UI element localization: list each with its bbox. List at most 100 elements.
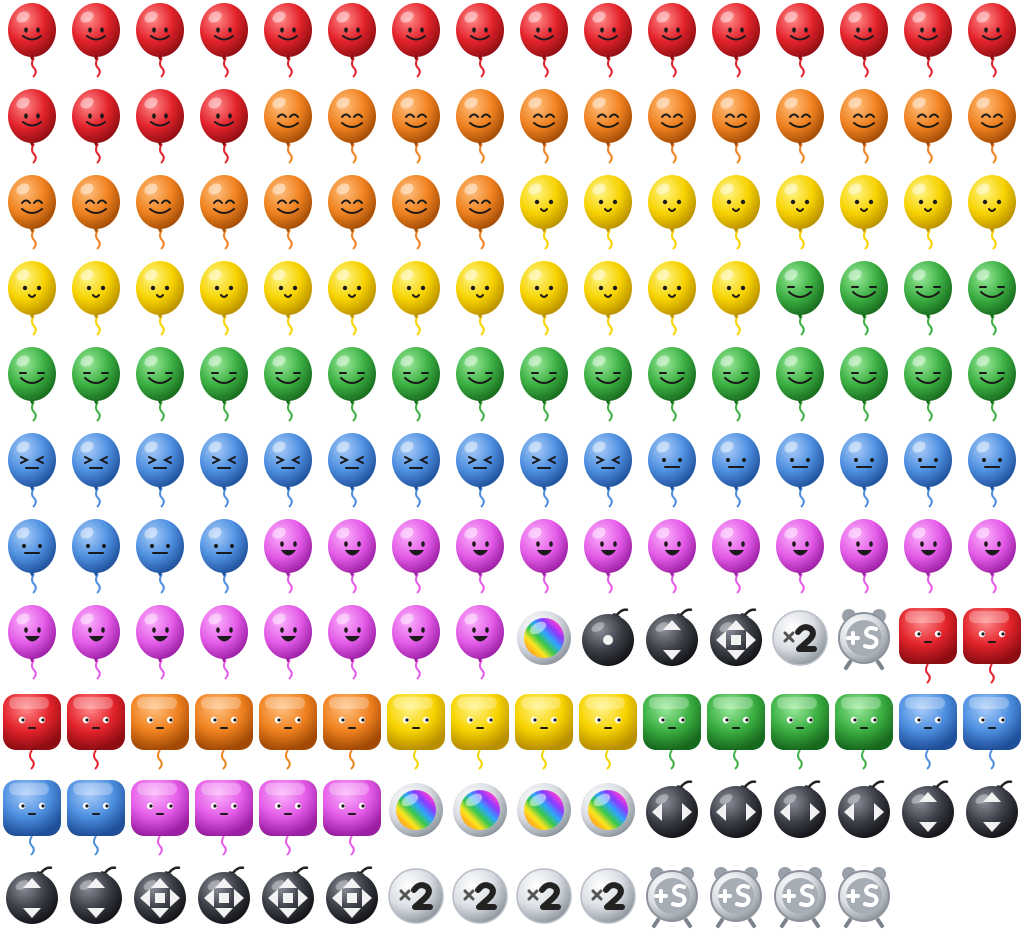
green-balloon-icon: [256, 344, 320, 430]
bomb-all-icon: [256, 860, 320, 946]
green-balloon-icon: [960, 344, 1024, 430]
yellow-balloon-icon: [128, 258, 192, 344]
orange-balloon-sprite: [840, 89, 888, 164]
blue-block-icon: [896, 688, 960, 774]
orange-block-icon: [192, 688, 256, 774]
green-balloon-sprite: [136, 347, 184, 422]
pink-balloon-icon: [832, 516, 896, 602]
blue-balloon-icon: [128, 430, 192, 516]
blue-balloon-icon: [0, 430, 64, 516]
green-balloon-sprite: [520, 347, 568, 422]
red-balloon-sprite: [968, 3, 1016, 78]
orange-balloon-icon: [512, 86, 576, 172]
red-balloon-icon: [832, 0, 896, 86]
green-balloon-sprite: [968, 261, 1016, 336]
bomb-all-icon: [128, 860, 192, 946]
blue-balloon-sprite: [584, 433, 632, 508]
blue-balloon-icon: [448, 430, 512, 516]
bomb-all-icon: [704, 602, 768, 688]
yellow-balloon-sprite: [584, 261, 632, 336]
orange-balloon-sprite: [520, 89, 568, 164]
orange-balloon-sprite: [72, 175, 120, 250]
red-balloon-sprite: [8, 3, 56, 78]
pink-balloon-sprite: [648, 519, 696, 594]
orange-balloon-sprite: [8, 175, 56, 250]
bomb-side-sprite: [710, 780, 762, 838]
clock-icon: [704, 860, 768, 946]
pink-balloon-sprite: [968, 519, 1016, 594]
bomb-side-icon: [640, 774, 704, 860]
green-balloon-icon: [832, 344, 896, 430]
yellow-block-icon: [512, 688, 576, 774]
red-block-icon: [64, 688, 128, 774]
orange-balloon-icon: [320, 86, 384, 172]
pink-balloon-sprite: [328, 519, 376, 594]
bomb-updown-sprite: [6, 866, 58, 924]
blue-balloon-icon: [64, 516, 128, 602]
pink-balloon-sprite: [584, 519, 632, 594]
green-balloon-icon: [768, 344, 832, 430]
red-block-sprite: [899, 608, 957, 684]
pink-balloon-icon: [256, 602, 320, 688]
bomb-all-sprite: [134, 866, 186, 924]
red-balloon-sprite: [456, 3, 504, 78]
yellow-block-sprite: [515, 694, 573, 770]
green-balloon-sprite: [904, 261, 952, 336]
orange-balloon-icon: [448, 172, 512, 258]
orange-balloon-icon: [256, 86, 320, 172]
green-balloon-sprite: [712, 347, 760, 422]
blue-balloon-sprite: [968, 433, 1016, 508]
red-block-sprite: [67, 694, 125, 770]
orange-balloon-sprite: [328, 175, 376, 250]
orange-balloon-icon: [448, 86, 512, 172]
x2-icon: [384, 860, 448, 946]
blue-balloon-sprite: [8, 433, 56, 508]
yellow-balloon-icon: [960, 172, 1024, 258]
pink-balloon-icon: [320, 516, 384, 602]
red-block-icon: [0, 688, 64, 774]
pink-balloon-sprite: [712, 519, 760, 594]
red-balloon-icon: [128, 0, 192, 86]
blue-balloon-sprite: [136, 433, 184, 508]
clock-icon: [832, 602, 896, 688]
blue-balloon-icon: [0, 516, 64, 602]
blue-balloon-icon: [896, 430, 960, 516]
orange-balloon-icon: [896, 86, 960, 172]
x2-sprite: [452, 868, 508, 924]
blue-balloon-icon: [384, 430, 448, 516]
clock-icon: [832, 860, 896, 946]
orange-balloon-sprite: [328, 89, 376, 164]
yellow-balloon-sprite: [712, 261, 760, 336]
yellow-balloon-icon: [0, 258, 64, 344]
red-balloon-sprite: [200, 89, 248, 164]
yellow-balloon-sprite: [72, 261, 120, 336]
clock-icon: [768, 860, 832, 946]
green-block-sprite: [643, 694, 701, 770]
red-block-sprite: [963, 608, 1021, 684]
green-balloon-icon: [576, 344, 640, 430]
pink-balloon-icon: [768, 516, 832, 602]
orange-balloon-sprite: [264, 175, 312, 250]
green-balloon-sprite: [456, 347, 504, 422]
pink-block-sprite: [323, 780, 381, 856]
pink-balloon-sprite: [8, 605, 56, 680]
x2-sprite: [580, 868, 636, 924]
orange-block-sprite: [259, 694, 317, 770]
green-balloon-sprite: [840, 261, 888, 336]
green-balloon-icon: [0, 344, 64, 430]
clock-sprite: [838, 609, 890, 670]
orange-balloon-sprite: [392, 89, 440, 164]
yellow-balloon-icon: [704, 258, 768, 344]
green-balloon-sprite: [648, 347, 696, 422]
red-balloon-icon: [192, 0, 256, 86]
pink-balloon-icon: [384, 602, 448, 688]
orange-balloon-sprite: [456, 89, 504, 164]
orange-balloon-sprite: [712, 89, 760, 164]
orange-balloon-icon: [128, 172, 192, 258]
red-balloon-sprite: [584, 3, 632, 78]
bomb-side-icon: [832, 774, 896, 860]
red-balloon-icon: [448, 0, 512, 86]
red-balloon-icon: [704, 0, 768, 86]
red-balloon-icon: [512, 0, 576, 86]
orange-balloon-icon: [384, 172, 448, 258]
